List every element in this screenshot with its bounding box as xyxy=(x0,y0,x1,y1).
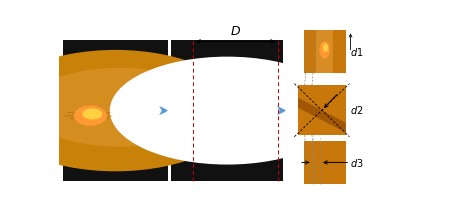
Bar xyxy=(303,30,346,74)
Bar xyxy=(316,30,333,74)
Polygon shape xyxy=(298,98,346,132)
Ellipse shape xyxy=(27,68,212,147)
Ellipse shape xyxy=(110,57,345,164)
Ellipse shape xyxy=(319,41,330,58)
Bar xyxy=(63,40,168,181)
Text: $d3$: $d3$ xyxy=(350,157,364,169)
Ellipse shape xyxy=(82,108,102,120)
Text: $d2$: $d2$ xyxy=(350,104,364,116)
Ellipse shape xyxy=(323,43,328,52)
Bar xyxy=(171,40,283,181)
Bar xyxy=(303,141,346,184)
Bar xyxy=(298,85,346,135)
Ellipse shape xyxy=(74,106,107,126)
Ellipse shape xyxy=(0,50,241,171)
Text: $d1$: $d1$ xyxy=(350,46,364,58)
Text: $D$: $D$ xyxy=(230,25,241,38)
